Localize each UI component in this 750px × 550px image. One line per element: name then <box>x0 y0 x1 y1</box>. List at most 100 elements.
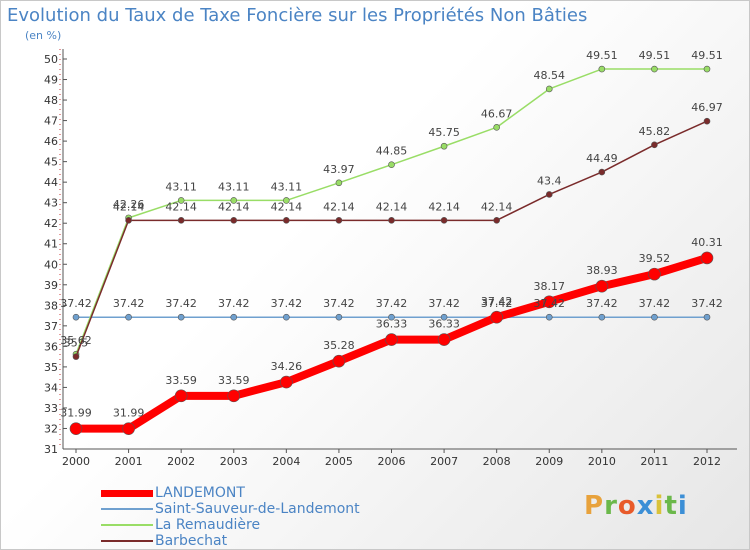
data-point <box>651 313 658 321</box>
data-point <box>335 313 343 321</box>
y-tick-label: 49 <box>44 74 58 87</box>
data-point <box>332 354 346 368</box>
data-label: 33.59 <box>218 374 250 387</box>
chart-unit-label: (en %) <box>25 29 62 42</box>
y-tick-label: 42 <box>44 217 58 230</box>
data-label: 48.54 <box>534 69 566 82</box>
logo-letter: x <box>636 491 655 521</box>
logo-letter: i <box>654 491 665 521</box>
x-tick-label: 2007 <box>430 455 458 468</box>
data-point <box>598 313 606 321</box>
data-label: 37.42 <box>639 297 671 310</box>
data-point <box>230 313 238 321</box>
x-tick-label: 2003 <box>220 455 248 468</box>
data-point <box>69 422 83 435</box>
data-point <box>125 217 132 224</box>
data-label: 45.82 <box>639 125 671 138</box>
logo-letter: P <box>584 491 605 521</box>
data-point <box>437 333 451 346</box>
data-point <box>335 179 343 187</box>
legend-label: LANDEMONT <box>155 485 245 501</box>
x-tick-label: 2012 <box>693 455 721 468</box>
data-point <box>440 142 448 150</box>
data-label: 36.33 <box>428 318 460 331</box>
data-label: 35.28 <box>323 339 355 352</box>
data-label: 49.51 <box>691 49 723 62</box>
data-label: 35.62 <box>60 334 92 347</box>
data-label: 33.59 <box>165 374 197 387</box>
data-point <box>700 251 714 265</box>
data-point <box>545 313 553 321</box>
y-tick-label: 48 <box>44 94 58 107</box>
data-label: 43.11 <box>271 180 303 193</box>
data-label: 37.42 <box>323 297 355 310</box>
legend-swatch <box>101 490 153 497</box>
data-label: 42.14 <box>323 200 355 213</box>
y-tick-label: 39 <box>44 279 58 292</box>
data-point <box>545 191 553 198</box>
legend-swatch <box>101 524 153 526</box>
data-point <box>651 141 658 149</box>
data-label: 38.93 <box>586 264 618 277</box>
data-point <box>283 217 290 224</box>
data-point <box>174 389 188 403</box>
data-label: 37.42 <box>218 297 250 310</box>
data-label: 37.42 <box>376 297 408 310</box>
data-point <box>177 217 185 224</box>
x-tick-label: 2009 <box>535 455 563 468</box>
logo-letter: r <box>604 491 618 521</box>
chart-title: Evolution du Taux de Taxe Foncière sur l… <box>7 5 588 26</box>
data-label: 37.42 <box>271 297 303 310</box>
chart-series <box>69 65 714 435</box>
data-point <box>177 197 185 204</box>
data-label: 43.11 <box>165 180 197 193</box>
y-tick-label: 40 <box>44 258 58 271</box>
data-label: 42.14 <box>113 200 145 213</box>
data-label: 34.26 <box>271 360 303 373</box>
y-tick-label: 50 <box>44 53 58 66</box>
data-point <box>385 333 398 346</box>
proxiti-logo: Proxiti <box>584 491 688 521</box>
data-label: 44.85 <box>376 145 408 158</box>
data-label: 42.14 <box>428 200 460 213</box>
legend-swatch <box>101 508 153 510</box>
data-point <box>388 161 395 169</box>
data-label: 37.42 <box>113 297 145 310</box>
data-point <box>283 197 290 204</box>
data-label: 43.4 <box>537 174 562 187</box>
data-point <box>283 313 290 321</box>
y-tick-label: 35 <box>44 361 58 374</box>
data-point <box>72 313 80 321</box>
data-point <box>230 217 238 224</box>
y-tick-label: 43 <box>44 197 58 210</box>
data-label: 40.31 <box>691 236 723 249</box>
x-tick-label: 2004 <box>272 455 300 468</box>
y-tick-label: 44 <box>44 176 58 189</box>
data-label: 37.42 <box>691 297 723 310</box>
data-label: 37.42 <box>428 297 460 310</box>
y-tick-label: 37 <box>44 320 58 333</box>
data-point <box>595 279 609 293</box>
data-label: 31.99 <box>113 407 145 420</box>
data-label: 37.42 <box>60 297 92 310</box>
logo-letter: o <box>617 491 637 521</box>
data-label: 42.26 <box>113 198 145 211</box>
x-tick-label: 2002 <box>167 455 195 468</box>
data-label: 37.42 <box>481 297 513 310</box>
data-point <box>648 267 661 281</box>
data-label: 37.42 <box>481 295 513 308</box>
data-point <box>703 65 711 73</box>
data-label: 46.67 <box>481 107 513 120</box>
data-point <box>227 389 241 403</box>
data-point <box>490 310 503 324</box>
y-tick-label: 46 <box>44 135 58 148</box>
y-tick-label: 34 <box>44 381 58 394</box>
data-point <box>598 168 606 176</box>
data-point <box>177 313 185 321</box>
y-tick-label: 32 <box>44 422 58 435</box>
y-tick-label: 45 <box>44 156 58 169</box>
data-label: 45.75 <box>428 126 460 139</box>
data-label: 42.14 <box>481 200 513 213</box>
data-label: 42.14 <box>165 200 197 213</box>
data-point <box>703 313 711 321</box>
